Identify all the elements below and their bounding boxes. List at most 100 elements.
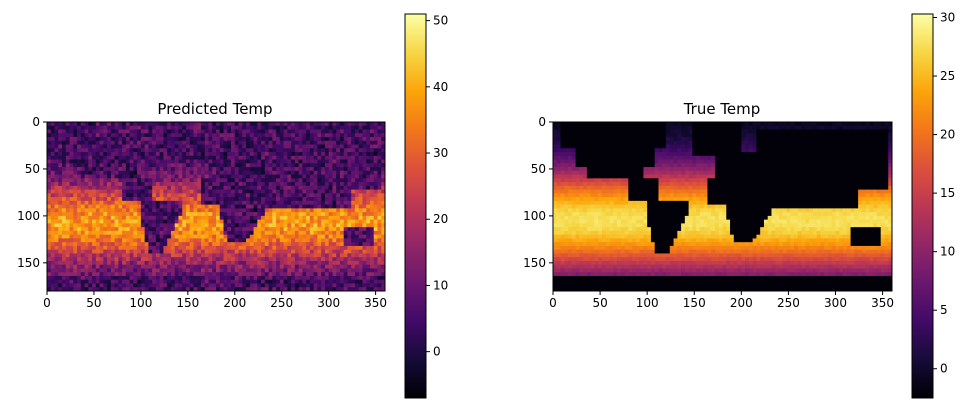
heatmap-cell [238, 257, 243, 262]
heatmap-cell [373, 148, 378, 153]
heatmap-cell [381, 264, 385, 269]
heatmap-cell [99, 227, 104, 232]
heatmap-cell [696, 148, 701, 153]
heatmap-cell [291, 189, 296, 194]
heatmap-cell [234, 170, 240, 176]
heatmap-cell [65, 170, 71, 176]
heatmap-cell [129, 242, 134, 247]
heatmap-cell [309, 230, 315, 236]
heatmap-cell [200, 223, 206, 228]
heatmap-cell [381, 125, 385, 131]
heatmap-cell [583, 140, 588, 146]
heatmap-cell [643, 144, 648, 149]
heatmap-cell [850, 122, 855, 127]
heatmap-cell [234, 140, 240, 146]
heatmap-cell [178, 170, 183, 176]
heatmap-cell [47, 144, 52, 149]
heatmap-cell [99, 155, 104, 161]
heatmap-cell [92, 204, 97, 209]
heatmap-cell [594, 125, 599, 131]
heatmap-cell [208, 268, 213, 273]
heatmap-cell [197, 129, 202, 134]
heatmap-cell [193, 129, 198, 134]
heatmap-cell [50, 260, 56, 266]
heatmap-cell [298, 193, 303, 198]
heatmap-cell [272, 223, 277, 228]
heatmap-cell [197, 189, 202, 194]
heatmap-cell [272, 189, 277, 194]
heatmap-cell [200, 189, 206, 194]
heatmap-cell [242, 140, 247, 146]
heatmap-cell [354, 204, 360, 209]
heatmap-cell [276, 197, 281, 202]
heatmap-cell [343, 152, 348, 157]
heatmap-cell [268, 129, 273, 134]
heatmap-cell [253, 129, 258, 134]
heatmap-cell [155, 122, 161, 127]
heatmap-cell [159, 219, 164, 224]
heatmap-cell [163, 178, 168, 183]
heatmap-cell [159, 242, 164, 247]
heatmap-cell [193, 140, 198, 146]
heatmap-cell [152, 264, 157, 269]
heatmap-cell [321, 200, 326, 206]
heatmap-cell [306, 122, 311, 127]
heatmap-cell [373, 279, 378, 284]
heatmap-cell [306, 208, 311, 213]
heatmap-cell [824, 144, 829, 149]
heatmap-cell [80, 178, 86, 183]
heatmap-cell [204, 245, 209, 251]
heatmap-cell [155, 242, 161, 247]
heatmap-cell [163, 283, 168, 288]
heatmap-cell [193, 155, 198, 161]
heatmap-cell [50, 279, 56, 284]
heatmap-cell [283, 170, 288, 176]
heatmap-cell [351, 287, 356, 291]
heatmap-cell [261, 253, 266, 258]
heatmap-cell [58, 272, 63, 277]
heatmap-cell [351, 272, 356, 277]
heatmap-cell [204, 249, 209, 254]
heatmap-cell [261, 189, 266, 194]
heatmap-cell [216, 245, 221, 251]
heatmap-cell [167, 185, 172, 191]
heatmap-cell [163, 174, 168, 179]
heatmap-cell [219, 249, 225, 254]
heatmap-cell [786, 133, 791, 138]
heatmap-cell [677, 144, 682, 149]
heatmap-cell [287, 189, 292, 194]
heatmap-cell [347, 189, 352, 194]
heatmap-cell [223, 242, 228, 247]
heatmap-cell [182, 257, 187, 262]
heatmap-cell [80, 129, 86, 134]
heatmap-cell [170, 174, 176, 179]
heatmap-cell [861, 125, 867, 131]
heatmap-cell [182, 268, 187, 273]
heatmap-cell [317, 125, 322, 131]
heatmap-cell [291, 152, 296, 157]
heatmap-cell [77, 208, 82, 213]
heatmap-cell [351, 234, 356, 239]
heatmap-cell [635, 144, 641, 149]
heatmap-cell [174, 227, 179, 232]
heatmap-cell [332, 167, 337, 172]
heatmap-cell [779, 133, 784, 138]
heatmap-cell [339, 219, 345, 224]
heatmap-cell [216, 249, 221, 254]
heatmap-cell [50, 170, 56, 176]
heatmap-cell [373, 185, 378, 191]
heatmap-cell [167, 268, 172, 273]
heatmap-cell [137, 223, 142, 228]
heatmap-cell [73, 230, 78, 236]
heatmap-cell [257, 253, 262, 258]
heatmap-cell [174, 253, 179, 258]
heatmap-cell [575, 155, 580, 161]
heatmap-cell [264, 212, 270, 217]
heatmap-cell [242, 257, 247, 262]
heatmap-cell [775, 122, 780, 127]
heatmap-cell [159, 227, 164, 232]
heatmap-cell [369, 155, 375, 161]
heatmap-cell [189, 197, 194, 202]
heatmap-cell [219, 260, 225, 266]
heatmap-cell [88, 144, 93, 149]
